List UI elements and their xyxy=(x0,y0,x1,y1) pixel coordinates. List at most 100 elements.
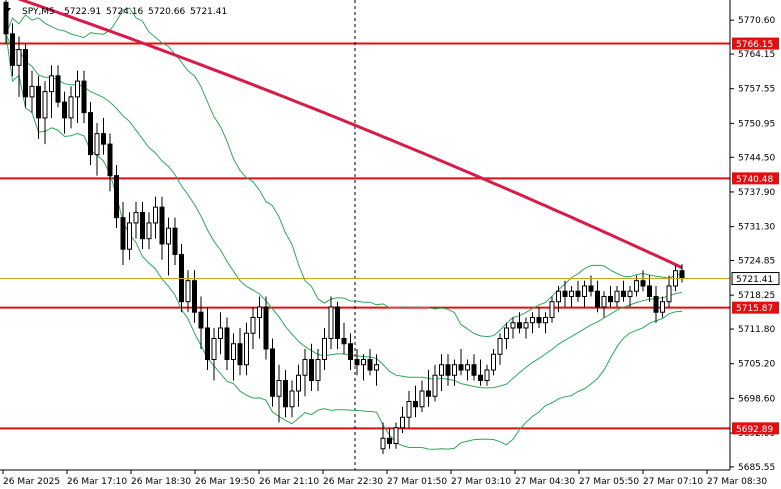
y-tick-label: 5705.20 xyxy=(738,360,775,370)
candle-body xyxy=(270,348,275,397)
candle xyxy=(101,117,106,155)
candle-body xyxy=(367,358,373,371)
candle xyxy=(283,369,288,418)
candle xyxy=(354,348,360,376)
candle-body xyxy=(10,33,15,66)
candle-body xyxy=(198,311,204,329)
y-tick-label: 5750.95 xyxy=(738,119,775,129)
candle-body xyxy=(419,390,425,408)
candle xyxy=(172,217,178,265)
candle-body xyxy=(192,280,197,313)
axes xyxy=(0,0,731,471)
candle xyxy=(640,270,646,292)
candle-body xyxy=(562,290,568,297)
y-tick-label: 5731.30 xyxy=(738,223,775,233)
candle-body xyxy=(653,295,659,313)
candle-body xyxy=(393,427,399,445)
candle-body xyxy=(374,364,379,371)
candle xyxy=(107,133,113,192)
candle-body xyxy=(380,437,386,450)
candles xyxy=(3,0,685,455)
candle xyxy=(55,65,61,108)
candle-body xyxy=(237,343,243,366)
candle xyxy=(328,296,334,349)
candle xyxy=(23,44,28,108)
candle-body xyxy=(452,364,457,376)
candle-body xyxy=(107,143,113,177)
candle-body xyxy=(335,306,340,339)
x-tick-label: 27 Mar 08:30 xyxy=(707,477,767,487)
candle-body xyxy=(484,369,490,381)
candle-body xyxy=(231,343,236,360)
candle-body xyxy=(595,290,600,308)
candle xyxy=(140,201,145,250)
price-level-label: 5715.87 xyxy=(736,304,773,314)
candle-body xyxy=(400,416,405,429)
candle xyxy=(166,217,171,276)
y-tick-label: 5698.60 xyxy=(738,394,775,404)
candle-body xyxy=(569,290,574,297)
candle xyxy=(452,359,457,386)
dropdown-triangle-icon[interactable] xyxy=(5,8,11,12)
candle-body xyxy=(458,364,464,371)
candle-body xyxy=(387,437,392,445)
chart-header: SPY,M5 5722.91 5724.16 5720.66 5721.41 xyxy=(5,7,227,17)
candle xyxy=(458,348,464,376)
ohlc-high: 5724.16 xyxy=(106,7,143,17)
upper-band xyxy=(5,7,683,338)
candle xyxy=(218,312,223,355)
x-tick-label: 26 Mar 17:10 xyxy=(67,477,127,487)
candle xyxy=(387,427,392,449)
candle xyxy=(296,364,301,407)
candle xyxy=(36,75,41,139)
candle xyxy=(536,306,542,328)
price-level-labels: 5766.15 5740.48 5715.87 5692.89 5721.41 xyxy=(731,37,780,435)
candle xyxy=(569,285,574,307)
candle xyxy=(120,201,126,265)
candle-body xyxy=(42,91,48,119)
candle xyxy=(582,280,587,307)
candle-body xyxy=(205,327,210,360)
price-level-tag xyxy=(732,37,779,50)
candle-body xyxy=(120,217,126,250)
candle-body xyxy=(185,280,191,303)
candle-body xyxy=(257,306,262,318)
candle xyxy=(666,275,672,307)
candle xyxy=(504,322,509,349)
x-tick-label: 27 Mar 01:50 xyxy=(387,477,447,487)
candle-body xyxy=(289,390,295,408)
candle xyxy=(627,285,633,307)
candle-body xyxy=(465,364,470,371)
candle-body xyxy=(68,96,74,119)
candle xyxy=(335,301,340,349)
candle xyxy=(29,70,35,113)
candle xyxy=(257,296,262,339)
candle-body xyxy=(640,280,646,287)
candle xyxy=(270,338,275,407)
x-axis-ticks: 26 Mar 2025 26 Mar 17:10 26 Mar 18:30 26 Ma… xyxy=(2,470,767,487)
chart-title: SPY,M5 xyxy=(22,7,55,17)
y-tick-label: 5718.25 xyxy=(738,291,775,301)
candle-body xyxy=(62,101,67,119)
candle xyxy=(595,280,600,313)
candle-body xyxy=(510,322,516,329)
candle-body xyxy=(491,353,496,371)
candle xyxy=(237,327,243,376)
candle-body xyxy=(250,316,256,334)
x-tick-label: 26 Mar 22:30 xyxy=(323,477,383,487)
price-levels xyxy=(0,42,730,430)
candle xyxy=(491,348,496,376)
candle-body xyxy=(406,401,412,418)
candle xyxy=(146,212,152,250)
candle xyxy=(81,70,87,124)
price-level-label: 5692.89 xyxy=(736,425,773,435)
candle-body xyxy=(16,49,22,66)
x-tick-label: 27 Mar 07:10 xyxy=(643,477,703,487)
candle-body xyxy=(322,337,327,360)
candle-body xyxy=(627,290,633,297)
ohlc-open: 5722.91 xyxy=(64,7,101,17)
candle xyxy=(426,369,431,407)
candle-body xyxy=(224,327,230,360)
candle-body xyxy=(309,358,314,381)
